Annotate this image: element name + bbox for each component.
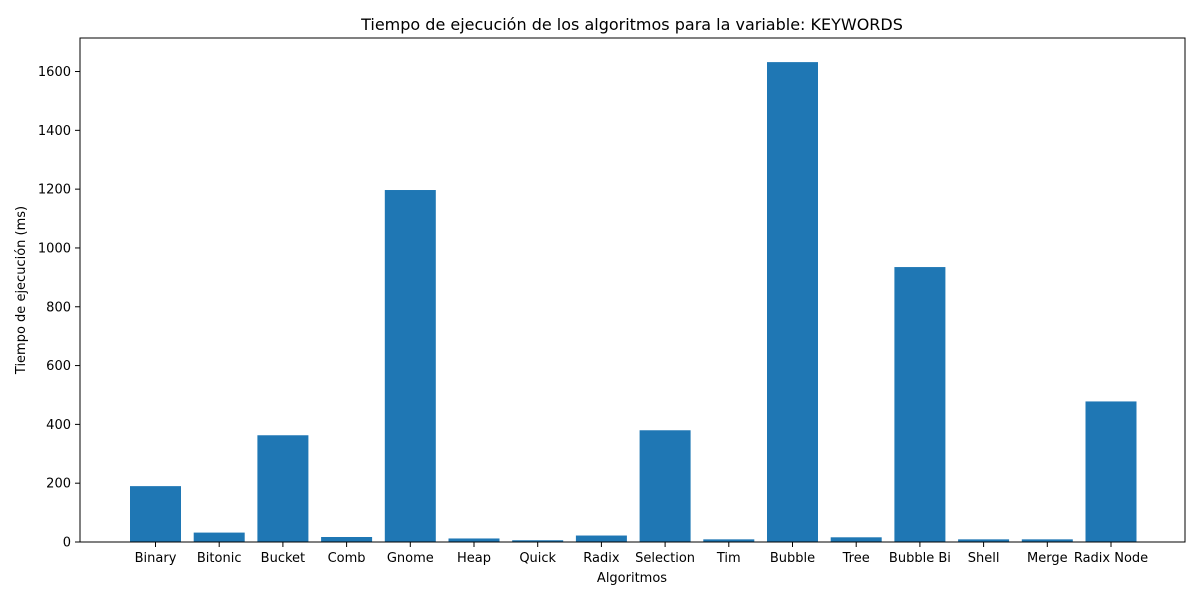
x-tick-label: Shell xyxy=(968,551,1000,566)
y-tick-label: 1600 xyxy=(38,65,71,80)
bar-binary xyxy=(130,486,181,542)
bar-merge xyxy=(1021,539,1073,542)
bar-quick xyxy=(512,540,564,542)
x-tick-label: Tree xyxy=(842,551,870,566)
x-tick-label: Radix Node xyxy=(1074,551,1148,566)
bar-heap xyxy=(448,538,500,542)
y-tick-label: 400 xyxy=(46,418,71,433)
y-tick-label: 1200 xyxy=(38,183,71,198)
x-tick-label: Bubble Bi xyxy=(889,551,951,566)
bar-bubble-bi xyxy=(894,267,946,542)
bar-tree xyxy=(830,537,882,542)
y-tick-label: 1400 xyxy=(38,124,71,139)
bar-comb xyxy=(321,537,373,542)
x-tick-label: Quick xyxy=(519,551,556,566)
chart-title: Tiempo de ejecución de los algoritmos pa… xyxy=(360,15,903,34)
x-tick-label: Heap xyxy=(457,551,491,566)
x-tick-label: Tim xyxy=(716,551,741,566)
y-tick-label: 200 xyxy=(46,477,71,492)
bar-radix-node xyxy=(1085,401,1137,542)
x-tick-label: Gnome xyxy=(387,551,434,566)
bar-bubble xyxy=(767,62,818,543)
bar-tim xyxy=(703,539,755,542)
plot-frame xyxy=(79,37,1186,543)
x-axis-ticks: Binary Bitonic Bucket Comb Gnome Heap Quick Rad… xyxy=(135,542,1148,566)
y-axis-label: Tiempo de ejecución (ms) xyxy=(14,206,29,375)
bar-bitonic xyxy=(193,532,245,542)
x-axis-label: Algoritmos xyxy=(597,571,667,586)
bars-layer xyxy=(130,62,1137,543)
y-tick-label: 600 xyxy=(46,359,71,374)
bar-selection xyxy=(639,430,691,542)
x-tick-label: Radix xyxy=(583,551,620,566)
y-tick-label: 800 xyxy=(46,300,71,315)
x-tick-label: Bitonic xyxy=(197,551,242,566)
x-tick-label: Bubble xyxy=(770,551,815,566)
x-tick-label: Selection xyxy=(635,551,695,566)
x-tick-label: Merge xyxy=(1027,551,1068,566)
y-axis-ticks: 0 200 400 600 800 1000 1200 1400 1600 xyxy=(38,65,80,551)
bar-gnome xyxy=(384,190,436,542)
bar-bucket xyxy=(257,435,309,542)
bar-radix xyxy=(575,535,627,542)
x-tick-label: Comb xyxy=(328,551,366,566)
y-tick-label: 0 xyxy=(63,536,71,551)
x-tick-label: Binary xyxy=(135,551,177,566)
bar-shell xyxy=(958,539,1010,542)
y-tick-label: 1000 xyxy=(38,241,71,256)
x-tick-label: Bucket xyxy=(261,551,305,566)
